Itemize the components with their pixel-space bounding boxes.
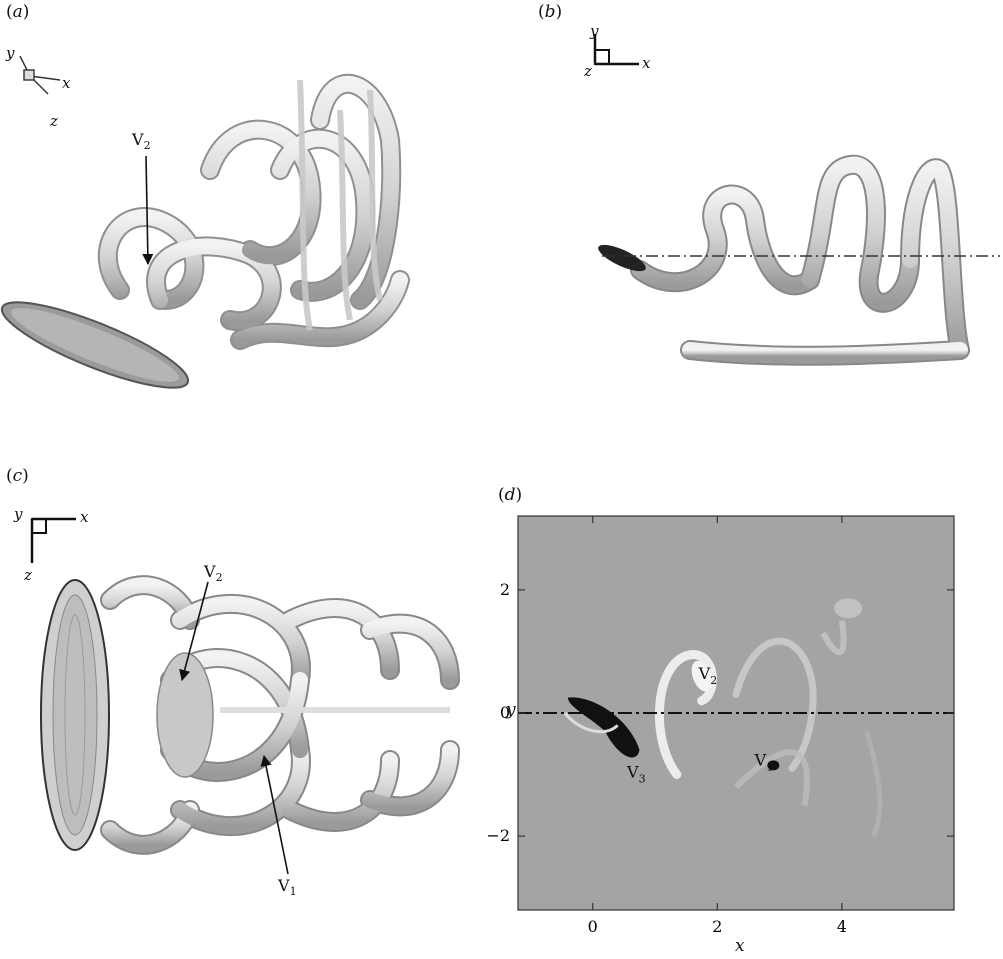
vortex-v3-edge: [563, 712, 619, 734]
y-tick-label: 0: [500, 703, 510, 722]
axis-label-z-a: z: [50, 112, 58, 130]
axis-label-z-c: z: [24, 566, 32, 584]
axis-label-y-d: y: [506, 700, 516, 720]
vortex-label: V2: [698, 664, 718, 687]
axis-triad-a: [19, 55, 61, 95]
axis-label-z-b: z: [584, 62, 592, 80]
vorticity-field: [518, 598, 954, 838]
x-tick-label: 0: [588, 917, 598, 936]
vortex-v1-core: [767, 760, 780, 771]
panel-label-a: (a): [6, 2, 30, 22]
vortex-v2-core: [691, 660, 712, 692]
vortex-wake-far: [864, 730, 883, 838]
axis-label-x-d: x: [735, 936, 745, 956]
axis-label-x-c: x: [80, 508, 89, 526]
axis-label-y-c: y: [14, 505, 23, 523]
y-tick-label: 2: [500, 580, 510, 599]
axis-ticks: 0 2 4 2 0 −2: [486, 516, 954, 936]
vortex-label: V3: [626, 763, 646, 786]
annotation-v1-c: V1: [278, 876, 297, 899]
annotation-v2-a: V2: [132, 130, 151, 153]
vortex-label: V1: [754, 750, 774, 773]
x-tick-label: 4: [837, 917, 847, 936]
panel-label-b: (b): [538, 2, 563, 22]
vortex-labels: V2 V1 V3: [626, 664, 773, 786]
axis-triad-c: [30, 517, 76, 563]
panel-c-figure: [40, 575, 460, 875]
vortex-wake-upper: [820, 620, 847, 656]
panel-b-figure: [598, 154, 1000, 366]
vortex-v3-core: [567, 697, 640, 758]
vortex-wake-lower: [733, 749, 810, 806]
vortex-sheet: [655, 650, 717, 780]
panel-label-d: (d): [498, 485, 523, 505]
axis-label-x-b: x: [642, 54, 651, 72]
axis-triad-b: [593, 34, 639, 66]
panel-a-figure: [0, 73, 410, 389]
vortex-wake-blob: [834, 598, 863, 619]
axis-label-y-b: y: [590, 22, 599, 40]
x-tick-label: 2: [712, 917, 722, 936]
vortex-wake-loop: [732, 637, 817, 772]
axis-label-x-a: x: [62, 74, 71, 92]
chart-d: 0 2 4 2 0 −2 V2 V1 V3: [486, 515, 955, 936]
panel-label-c: (c): [6, 466, 29, 486]
annotation-v2-c: V2: [204, 562, 223, 585]
y-tick-label: −2: [486, 826, 510, 845]
axis-label-y-a: y: [6, 44, 15, 62]
